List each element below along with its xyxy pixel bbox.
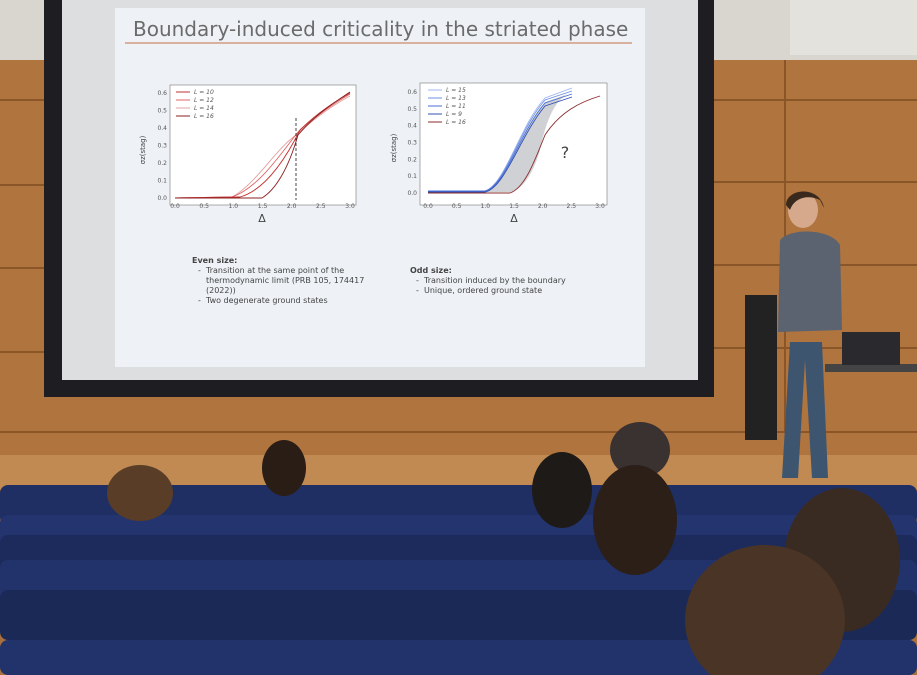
x-tick-label: 1.5 bbox=[258, 203, 268, 210]
legend-label: L = 9 bbox=[446, 111, 462, 118]
note-item: Unique, ordered ground state bbox=[424, 286, 585, 296]
right-curves bbox=[428, 87, 601, 194]
x-tick-label: 1.0 bbox=[229, 203, 239, 210]
y-tick-label: 0.3 bbox=[407, 140, 417, 147]
x-tick-label: 2.0 bbox=[538, 203, 548, 210]
x-tick-label: 2.5 bbox=[567, 203, 577, 210]
y-tick-label: 0.1 bbox=[157, 178, 167, 185]
legend-label: L = 14 bbox=[194, 105, 214, 112]
wall-panel bbox=[790, 0, 917, 55]
y-tick-label: 0.0 bbox=[407, 190, 417, 197]
y-tick-label: 0.4 bbox=[407, 123, 417, 130]
legend-label: L = 16 bbox=[446, 119, 466, 126]
y-tick-label: 0.2 bbox=[407, 156, 417, 163]
y-tick-label: 0.3 bbox=[157, 143, 167, 150]
y-tick-label: 0.4 bbox=[157, 125, 167, 132]
right-y-label: σz(stag) bbox=[390, 133, 398, 162]
notes-heading: Even size: bbox=[192, 256, 238, 265]
y-tick-label: 0.6 bbox=[157, 90, 167, 97]
legend-label: L = 10 bbox=[194, 89, 214, 96]
left-plot-frame bbox=[169, 84, 357, 206]
slide-title: Boundary-induced criticality in the stri… bbox=[133, 17, 628, 41]
x-tick-label: 1.0 bbox=[481, 203, 491, 210]
x-tick-label: 2.0 bbox=[287, 203, 297, 210]
x-tick-label: 0.5 bbox=[199, 203, 209, 210]
notes-heading: Odd size: bbox=[410, 266, 452, 275]
x-tick-label: 0.0 bbox=[170, 203, 180, 210]
x-tick-label: 1.5 bbox=[509, 203, 519, 210]
notes-right: Odd size: Transition induced by the boun… bbox=[410, 266, 585, 296]
plot-ticks: 0.0 0.5 1.0 1.5 2.0 2.5 3.0 0.0 0.1 0.2 0.3 0.4 0.5 0… bbox=[157, 87, 604, 210]
x-tick-label: 3.0 bbox=[345, 203, 355, 210]
legend-label: L = 11 bbox=[446, 103, 466, 110]
desk bbox=[825, 364, 917, 372]
legend-label: L = 12 bbox=[194, 97, 214, 104]
podium bbox=[745, 295, 777, 440]
note-item: Two degenerate ground states bbox=[206, 296, 367, 306]
y-tick-label: 0.5 bbox=[407, 106, 417, 113]
x-tick-label: 0.5 bbox=[452, 203, 462, 210]
legend-label: L = 13 bbox=[446, 95, 466, 102]
left-curves bbox=[174, 91, 351, 200]
y-tick-label: 0.2 bbox=[157, 160, 167, 167]
laptop bbox=[842, 332, 900, 365]
y-tick-label: 0.1 bbox=[407, 173, 417, 180]
x-tick-label: 2.5 bbox=[316, 203, 326, 210]
notes-left: Even size: Transition at the same point … bbox=[192, 256, 367, 306]
x-tick-label: 0.0 bbox=[423, 203, 433, 210]
note-item: Transition induced by the boundary bbox=[424, 276, 585, 286]
right-x-label: Δ bbox=[510, 212, 518, 225]
y-tick-label: 0.6 bbox=[407, 89, 417, 96]
y-tick-label: 0.0 bbox=[157, 195, 167, 202]
legend-label: L = 16 bbox=[194, 113, 214, 120]
audience bbox=[107, 422, 900, 675]
x-tick-label: 3.0 bbox=[595, 203, 605, 210]
y-tick-label: 0.5 bbox=[157, 108, 167, 115]
note-item: Transition at the same point of the ther… bbox=[206, 266, 367, 296]
speaker bbox=[778, 191, 842, 478]
legend-label: L = 15 bbox=[446, 87, 466, 94]
question-mark: ? bbox=[561, 143, 570, 162]
left-x-label: Δ bbox=[258, 212, 266, 225]
left-y-label: σz(stag) bbox=[139, 135, 147, 164]
